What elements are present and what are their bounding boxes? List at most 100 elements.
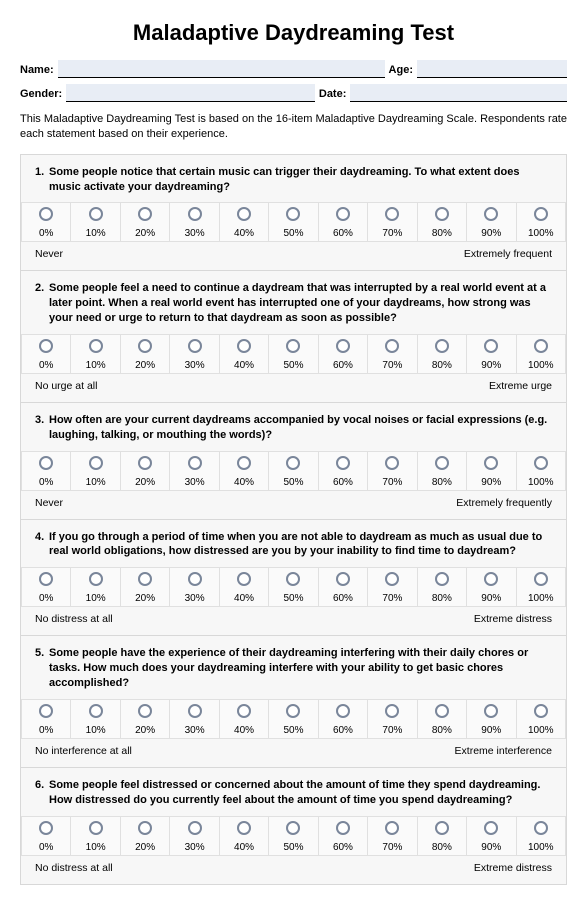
radio-icon[interactable] <box>138 821 152 835</box>
radio-icon[interactable] <box>484 456 498 470</box>
radio-icon[interactable] <box>534 207 548 221</box>
scale-cell[interactable]: 60% <box>318 203 367 242</box>
radio-icon[interactable] <box>336 207 350 221</box>
scale-cell[interactable]: 80% <box>417 334 466 373</box>
radio-icon[interactable] <box>188 339 202 353</box>
name-field[interactable] <box>58 60 385 78</box>
scale-cell[interactable]: 100% <box>516 451 565 490</box>
scale-cell[interactable]: 10% <box>71 816 120 855</box>
radio-icon[interactable] <box>385 207 399 221</box>
radio-icon[interactable] <box>385 339 399 353</box>
scale-cell[interactable]: 10% <box>71 451 120 490</box>
radio-icon[interactable] <box>237 572 251 586</box>
radio-icon[interactable] <box>534 572 548 586</box>
radio-icon[interactable] <box>89 704 103 718</box>
radio-icon[interactable] <box>534 704 548 718</box>
scale-cell[interactable]: 40% <box>219 451 268 490</box>
scale-cell[interactable]: 20% <box>120 816 169 855</box>
scale-cell[interactable]: 80% <box>417 451 466 490</box>
scale-cell[interactable]: 60% <box>318 699 367 738</box>
scale-cell[interactable]: 100% <box>516 699 565 738</box>
scale-cell[interactable]: 100% <box>516 816 565 855</box>
scale-cell[interactable]: 50% <box>269 451 318 490</box>
scale-cell[interactable]: 0% <box>22 699 71 738</box>
scale-cell[interactable]: 40% <box>219 568 268 607</box>
scale-cell[interactable]: 20% <box>120 699 169 738</box>
radio-icon[interactable] <box>188 207 202 221</box>
scale-cell[interactable]: 20% <box>120 334 169 373</box>
radio-icon[interactable] <box>336 704 350 718</box>
radio-icon[interactable] <box>534 339 548 353</box>
scale-cell[interactable]: 30% <box>170 699 219 738</box>
scale-cell[interactable]: 10% <box>71 568 120 607</box>
radio-icon[interactable] <box>237 456 251 470</box>
scale-cell[interactable]: 50% <box>269 816 318 855</box>
scale-cell[interactable]: 30% <box>170 816 219 855</box>
radio-icon[interactable] <box>534 456 548 470</box>
radio-icon[interactable] <box>484 339 498 353</box>
radio-icon[interactable] <box>89 207 103 221</box>
scale-cell[interactable]: 0% <box>22 203 71 242</box>
radio-icon[interactable] <box>484 704 498 718</box>
scale-cell[interactable]: 70% <box>368 451 417 490</box>
radio-icon[interactable] <box>385 572 399 586</box>
scale-cell[interactable]: 20% <box>120 568 169 607</box>
radio-icon[interactable] <box>534 821 548 835</box>
scale-cell[interactable]: 70% <box>368 699 417 738</box>
radio-icon[interactable] <box>39 456 53 470</box>
scale-cell[interactable]: 0% <box>22 568 71 607</box>
radio-icon[interactable] <box>89 572 103 586</box>
radio-icon[interactable] <box>286 572 300 586</box>
scale-cell[interactable]: 70% <box>368 334 417 373</box>
radio-icon[interactable] <box>188 821 202 835</box>
scale-cell[interactable]: 70% <box>368 816 417 855</box>
radio-icon[interactable] <box>286 456 300 470</box>
scale-cell[interactable]: 90% <box>467 816 516 855</box>
radio-icon[interactable] <box>336 339 350 353</box>
radio-icon[interactable] <box>138 704 152 718</box>
scale-cell[interactable]: 10% <box>71 203 120 242</box>
radio-icon[interactable] <box>385 704 399 718</box>
scale-cell[interactable]: 90% <box>467 568 516 607</box>
scale-cell[interactable]: 90% <box>467 334 516 373</box>
radio-icon[interactable] <box>435 456 449 470</box>
scale-cell[interactable]: 80% <box>417 816 466 855</box>
radio-icon[interactable] <box>435 821 449 835</box>
scale-cell[interactable]: 40% <box>219 699 268 738</box>
scale-cell[interactable]: 40% <box>219 334 268 373</box>
scale-cell[interactable]: 70% <box>368 568 417 607</box>
radio-icon[interactable] <box>336 821 350 835</box>
scale-cell[interactable]: 50% <box>269 334 318 373</box>
scale-cell[interactable]: 80% <box>417 203 466 242</box>
gender-field[interactable] <box>66 84 315 102</box>
radio-icon[interactable] <box>138 456 152 470</box>
scale-cell[interactable]: 50% <box>269 203 318 242</box>
radio-icon[interactable] <box>138 339 152 353</box>
radio-icon[interactable] <box>39 704 53 718</box>
scale-cell[interactable]: 90% <box>467 203 516 242</box>
radio-icon[interactable] <box>336 572 350 586</box>
scale-cell[interactable]: 40% <box>219 203 268 242</box>
radio-icon[interactable] <box>435 207 449 221</box>
radio-icon[interactable] <box>484 572 498 586</box>
scale-cell[interactable]: 100% <box>516 568 565 607</box>
radio-icon[interactable] <box>385 456 399 470</box>
scale-cell[interactable]: 10% <box>71 699 120 738</box>
scale-cell[interactable]: 30% <box>170 451 219 490</box>
radio-icon[interactable] <box>188 704 202 718</box>
scale-cell[interactable]: 80% <box>417 568 466 607</box>
radio-icon[interactable] <box>237 339 251 353</box>
scale-cell[interactable]: 20% <box>120 451 169 490</box>
scale-cell[interactable]: 100% <box>516 334 565 373</box>
scale-cell[interactable]: 50% <box>269 699 318 738</box>
scale-cell[interactable]: 0% <box>22 816 71 855</box>
scale-cell[interactable]: 0% <box>22 451 71 490</box>
scale-cell[interactable]: 90% <box>467 699 516 738</box>
scale-cell[interactable]: 60% <box>318 816 367 855</box>
scale-cell[interactable]: 60% <box>318 568 367 607</box>
radio-icon[interactable] <box>237 704 251 718</box>
radio-icon[interactable] <box>286 821 300 835</box>
scale-cell[interactable]: 70% <box>368 203 417 242</box>
radio-icon[interactable] <box>138 207 152 221</box>
scale-cell[interactable]: 10% <box>71 334 120 373</box>
